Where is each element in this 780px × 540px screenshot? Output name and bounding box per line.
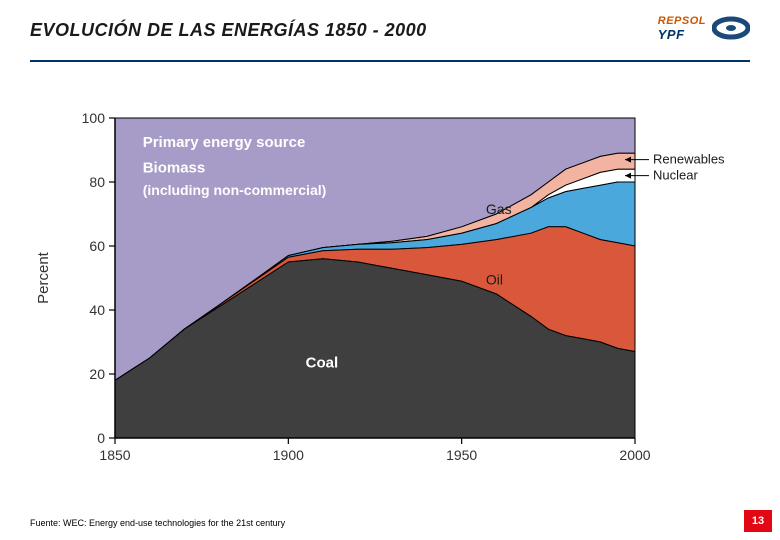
source-footnote: Fuente: WEC: Energy end-use technologies… [30, 518, 285, 528]
ytick-label: 80 [89, 174, 105, 190]
y-axis-label: Percent [35, 251, 52, 304]
ytick-label: 100 [82, 110, 106, 126]
header-rule [30, 60, 750, 62]
xtick-label: 1850 [99, 447, 130, 463]
series-label: Biomass [143, 159, 206, 176]
series-label: Coal [306, 355, 339, 372]
chart-svg: 0 20 40 60 80 100 1850 1900 1950 2000 Percent Prima… [30, 100, 750, 480]
brand-logo-icon [712, 14, 750, 42]
series-label: Gas [486, 201, 512, 217]
ytick-label: 20 [89, 366, 105, 382]
xtick-label: 2000 [619, 447, 650, 463]
side-label: Renewables [653, 152, 725, 167]
series-label: Primary energy source [143, 134, 306, 151]
ytick-label: 60 [89, 238, 105, 254]
page-number: 13 [744, 510, 772, 532]
series-label: Oil [486, 271, 503, 287]
brand-logo: REPSOL YPF [658, 14, 750, 42]
xtick-label: 1900 [273, 447, 304, 463]
series-label: (including non-commercial) [143, 182, 327, 198]
xtick-label: 1950 [446, 447, 477, 463]
slide-title: EVOLUCIÓN DE LAS ENERGÍAS 1850 - 2000 [30, 20, 750, 41]
slide-header: EVOLUCIÓN DE LAS ENERGÍAS 1850 - 2000 RE… [30, 20, 750, 60]
side-label: Nuclear [653, 168, 698, 183]
brand-logo-text: REPSOL YPF [658, 15, 706, 42]
energy-evolution-chart: 0 20 40 60 80 100 1850 1900 1950 2000 Percent Prima… [30, 100, 750, 480]
ytick-label: 40 [89, 302, 105, 318]
ytick-label: 0 [97, 430, 105, 446]
